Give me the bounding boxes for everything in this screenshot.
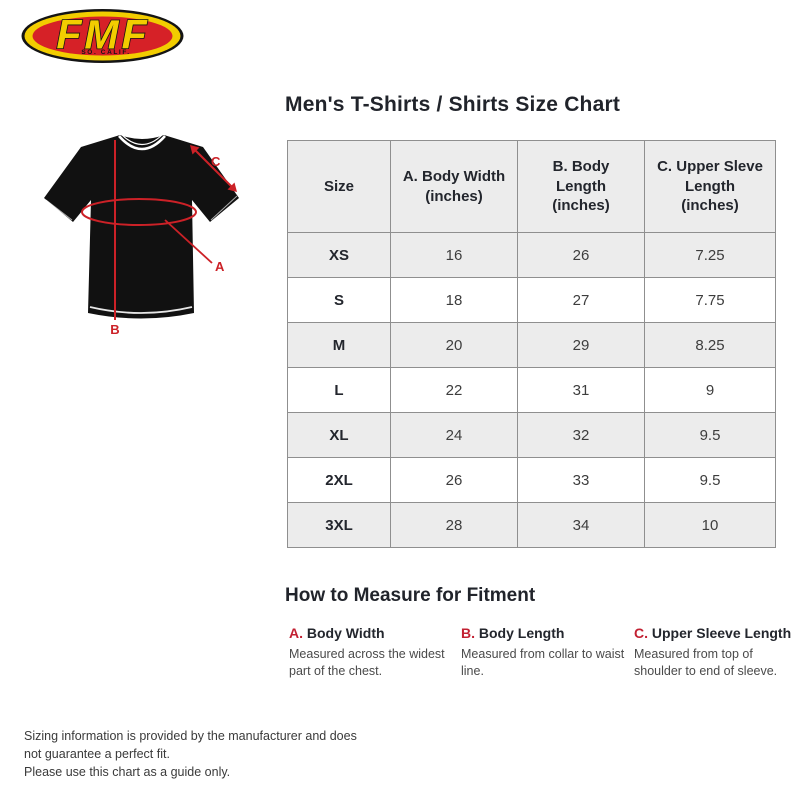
- measure-item-body-length: B. Body Length Measured from collar to w…: [461, 625, 629, 681]
- label-a-leader-line: [164, 219, 213, 264]
- size-chart: Size A. Body Width (inches) B. Body Length (i…: [287, 140, 776, 548]
- disclaimer-line-1: Sizing information is provided by the ma…: [24, 729, 357, 762]
- table-cell: 8.25: [644, 322, 776, 368]
- label-c: C: [211, 154, 221, 169]
- left-cuff-line: [45, 199, 73, 221]
- size-label: XS: [287, 232, 391, 278]
- size-chart-table: Size A. Body Width (inches) B. Body Length (i…: [287, 140, 776, 548]
- size-chart-header: Size A. Body Width (inches) B. Body Length (i…: [287, 140, 776, 233]
- table-row-xs: XS 16 26 7.25: [287, 232, 776, 278]
- measure-description-a: Measured across the widest part of the c…: [289, 646, 445, 679]
- size-label: S: [287, 277, 391, 323]
- logo-subtext: SO. CALIF.: [81, 49, 130, 56]
- size-label: 3XL: [287, 502, 391, 548]
- column-header: B. Body Length (inches): [517, 140, 645, 233]
- table-cell: 32: [517, 412, 645, 458]
- measure-title-a: Body Width: [306, 625, 385, 641]
- measure-item-sleeve-length: C. Upper Sleeve Length Measured from top…: [634, 625, 794, 681]
- size-chart-body: XS 16 26 7.25 S 18 27 7.75 M 20 29 8.25 L 22 31 9 XL 24 32…: [287, 232, 776, 548]
- disclaimer-line-2: Please use this chart as a guide only.: [24, 765, 231, 780]
- sleeve-arrowhead-bottom: [227, 182, 237, 192]
- table-row-3xl: 3XL 28 34 10: [287, 502, 776, 548]
- measure-title-b: Body Length: [478, 625, 565, 641]
- table-cell: 18: [390, 277, 518, 323]
- tshirt-silhouette: [44, 135, 239, 319]
- table-cell: 33: [517, 457, 645, 503]
- table-cell: 27: [517, 277, 645, 323]
- size-label: XL: [287, 412, 391, 458]
- table-cell: 10: [644, 502, 776, 548]
- right-cuff-line: [210, 195, 238, 221]
- table-row-l: L 22 31 9: [287, 367, 776, 413]
- hem-line: [89, 306, 193, 314]
- table-cell: 29: [517, 322, 645, 368]
- collar-inner-line: [121, 134, 163, 146]
- tshirt-diagram: B A C: [44, 134, 239, 337]
- table-cell: 34: [517, 502, 645, 548]
- measure-item-title: C. Upper Sleeve Length: [634, 625, 794, 643]
- table-cell: 9.5: [644, 412, 776, 458]
- sizing-disclaimer: Sizing information is provided by the ma…: [24, 727, 360, 781]
- table-cell: 16: [390, 232, 518, 278]
- sleeve-length-line: [193, 148, 234, 189]
- measure-title-c: Upper Sleeve Length: [651, 625, 792, 641]
- label-b: B: [110, 322, 119, 337]
- measure-section-heading: How to Measure for Fitment: [285, 585, 536, 606]
- measure-item-title: A. Body Width: [289, 625, 457, 643]
- header-row: Size A. Body Width (inches) B. Body Length (i…: [287, 140, 776, 233]
- table-cell: 20: [390, 322, 518, 368]
- table-cell: 31: [517, 367, 645, 413]
- sleeve-arrowhead-top: [190, 145, 200, 155]
- collar-outline: [118, 135, 166, 151]
- table-cell: 28: [390, 502, 518, 548]
- table-cell: 7.75: [644, 277, 776, 323]
- table-cell: 9.5: [644, 457, 776, 503]
- table-cell: 22: [390, 367, 518, 413]
- body-width-ellipse: [81, 198, 197, 226]
- size-label: 2XL: [287, 457, 391, 503]
- fmf-logo: FMF SO. CALIF.: [21, 9, 184, 63]
- logo-brand-text: FMF: [56, 12, 149, 58]
- table-row-xl: XL 24 32 9.5: [287, 412, 776, 458]
- measure-description-b: Measured from collar to waist line.: [461, 646, 625, 679]
- label-a: A: [215, 259, 225, 274]
- measure-item-body-width: A. Body Width Measured across the widest…: [289, 625, 457, 681]
- measure-description-c: Measured from top of shoulder to end of …: [634, 646, 778, 679]
- column-header: C. Upper Sleve Length (inches): [644, 140, 776, 233]
- table-row-s: S 18 27 7.75: [287, 277, 776, 323]
- column-header: Size: [287, 140, 391, 233]
- table-row-2xl: 2XL 26 33 9.5: [287, 457, 776, 503]
- table-row-m: M 20 29 8.25: [287, 322, 776, 368]
- table-cell: 7.25: [644, 232, 776, 278]
- size-label: L: [287, 367, 391, 413]
- measure-item-title: B. Body Length: [461, 625, 629, 643]
- table-cell: 26: [517, 232, 645, 278]
- table-cell: 26: [390, 457, 518, 503]
- measure-key-b: B.: [461, 625, 475, 641]
- column-header: A. Body Width (inches): [390, 140, 518, 233]
- table-cell: 9: [644, 367, 776, 413]
- logo-red-field: [32, 16, 173, 56]
- page-title: Men's T-Shirts / Shirts Size Chart: [285, 93, 621, 116]
- size-label: M: [287, 322, 391, 368]
- measure-key-c: C.: [634, 625, 648, 641]
- measure-key-a: A.: [289, 625, 303, 641]
- table-cell: 24: [390, 412, 518, 458]
